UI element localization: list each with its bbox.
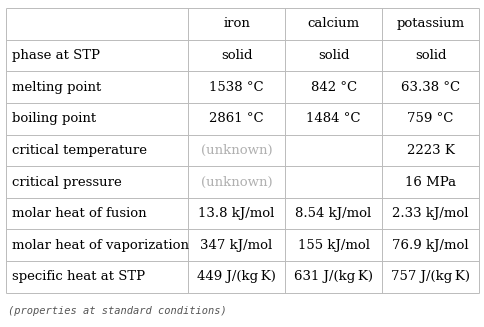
Text: 2.33 kJ/mol: 2.33 kJ/mol [392,207,468,220]
Text: 631 J/(kg K): 631 J/(kg K) [293,270,372,284]
Text: 13.8 kJ/mol: 13.8 kJ/mol [198,207,274,220]
Text: specific heat at STP: specific heat at STP [12,270,144,284]
Text: (unknown): (unknown) [200,144,272,157]
Text: potassium: potassium [396,17,464,30]
Text: calcium: calcium [307,17,359,30]
Text: 63.38 °C: 63.38 °C [400,81,459,94]
Text: molar heat of vaporization: molar heat of vaporization [12,239,188,252]
Text: solid: solid [317,49,348,62]
Text: solid: solid [220,49,252,62]
Text: 76.9 kJ/mol: 76.9 kJ/mol [392,239,468,252]
Text: boiling point: boiling point [12,112,95,125]
Text: critical pressure: critical pressure [12,176,121,189]
Text: 1538 °C: 1538 °C [209,81,263,94]
Text: (unknown): (unknown) [200,176,272,189]
Text: 347 kJ/mol: 347 kJ/mol [200,239,272,252]
Text: phase at STP: phase at STP [12,49,99,62]
Text: critical temperature: critical temperature [12,144,146,157]
Text: 16 MPa: 16 MPa [404,176,455,189]
Text: 8.54 kJ/mol: 8.54 kJ/mol [295,207,371,220]
Text: 2861 °C: 2861 °C [209,112,263,125]
Text: 759 °C: 759 °C [407,112,453,125]
Text: molar heat of fusion: molar heat of fusion [12,207,146,220]
Text: 2223 K: 2223 K [406,144,454,157]
Text: 155 kJ/mol: 155 kJ/mol [297,239,369,252]
Text: (properties at standard conditions): (properties at standard conditions) [8,306,227,317]
Text: 757 J/(kg K): 757 J/(kg K) [391,270,469,284]
Text: 449 J/(kg K): 449 J/(kg K) [197,270,275,284]
Text: 1484 °C: 1484 °C [306,112,360,125]
Text: iron: iron [223,17,250,30]
Text: melting point: melting point [12,81,101,94]
Text: 842 °C: 842 °C [310,81,356,94]
Text: solid: solid [414,49,445,62]
